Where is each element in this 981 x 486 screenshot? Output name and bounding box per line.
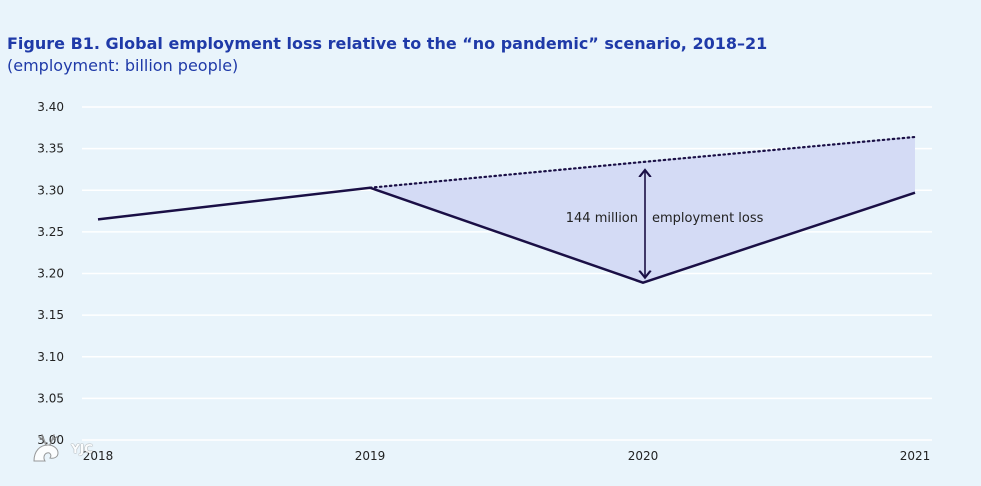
no-pandemic-scenario-line [368, 135, 917, 189]
chart-subtitle: (employment: billion people) [7, 56, 239, 75]
y-tick-label: 3.30 [37, 183, 64, 197]
gap-area [370, 136, 915, 283]
y-tick-label: 3.40 [37, 100, 64, 114]
y-tick-label: 3.20 [37, 267, 64, 281]
series-lines [97, 135, 917, 284]
y-tick-label: 3.15 [37, 308, 64, 322]
x-tick-label: 2021 [900, 449, 931, 463]
actual-employment-line [97, 186, 916, 284]
y-tick-label: 3.10 [37, 350, 64, 364]
chart-header: Figure B1. Global employment loss relati… [7, 33, 967, 77]
employment-loss-area [370, 136, 915, 283]
x-tick-label: 2020 [628, 449, 659, 463]
y-axis-ticks: 3.003.053.103.153.203.253.303.353.40 [37, 100, 64, 447]
annotation-group: 144 million employment loss [566, 170, 764, 278]
y-tick-label: 3.25 [37, 225, 64, 239]
chart-title: Figure B1. Global employment loss relati… [7, 34, 768, 53]
deer-logo-icon [33, 434, 59, 462]
y-tick-label: 3.05 [37, 391, 64, 405]
y-tick-label: 3.35 [37, 142, 64, 156]
x-tick-label: 2018 [83, 449, 114, 463]
watermark-text: YJC [71, 442, 93, 456]
x-axis-ticks: 2018 2019 2020 2021 [83, 449, 931, 463]
x-tick-label: 2019 [355, 449, 386, 463]
watermark: YJC [28, 431, 93, 467]
annotation-label: employment loss [652, 211, 764, 226]
annotation-value: 144 million [566, 211, 638, 226]
